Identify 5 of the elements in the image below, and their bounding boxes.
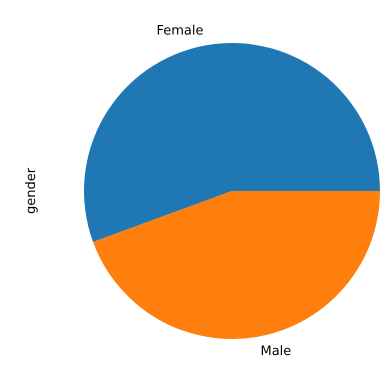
pie-slice [84,43,380,242]
slice-label: Female [156,23,204,38]
slice-label: Male [260,344,292,359]
pie-slice [93,191,380,339]
text: gender [24,167,39,214]
